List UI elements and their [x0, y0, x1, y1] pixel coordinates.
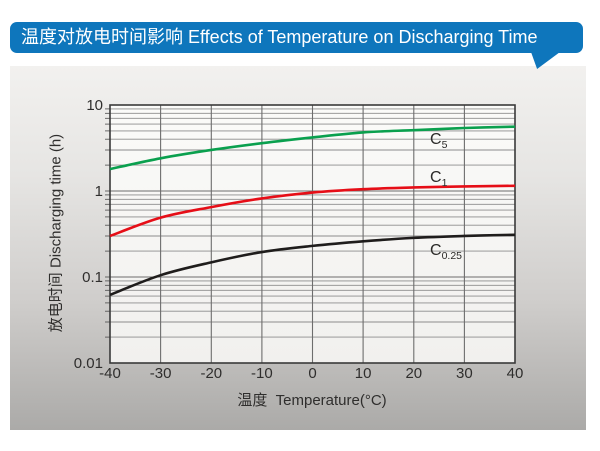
series-label-c0.25-sub: 0.25	[441, 250, 462, 263]
x-tick-label: -40	[99, 365, 121, 382]
x-tick-label: -20	[200, 365, 222, 382]
series-label-c5-main: C	[430, 131, 442, 148]
y-axis-title: 放电时间 Discharging time (h)	[47, 133, 65, 333]
series-label-c0.25-main: C	[430, 242, 442, 259]
x-tick-label: -10	[251, 365, 273, 382]
series-label-c5-sub: 5	[441, 139, 448, 152]
series-curve-c0.25	[109, 233, 516, 297]
x-axis-title: 温度 Temperature(°C)	[237, 392, 387, 409]
series-label-c5: C5	[430, 131, 447, 151]
y-tick-label: 10	[86, 97, 103, 114]
x-tick-label: 30	[456, 365, 473, 382]
x-tick-label: 0	[308, 365, 316, 382]
series-label-c1-sub: 1	[441, 177, 448, 190]
series-label-c1: C1	[430, 169, 447, 189]
y-tick-label: 1	[95, 183, 103, 200]
title-banner: 温度对放电时间影响 Effects of Temperature on Disc…	[10, 22, 583, 53]
series-label-c1-main: C	[430, 169, 442, 186]
plot-border	[109, 104, 516, 364]
y-tick-label: 0.01	[74, 355, 103, 372]
x-tick-label: 10	[355, 365, 372, 382]
x-tick-label: 40	[507, 365, 524, 382]
page-title: 温度对放电时间影响 Effects of Temperature on Disc…	[21, 27, 538, 47]
series-curve-c1	[109, 184, 516, 238]
y-tick-label: 0.1	[82, 269, 103, 286]
x-tick-label: -30	[150, 365, 172, 382]
series-curve-c5	[109, 125, 516, 171]
x-tick-label: 20	[405, 365, 422, 382]
series-label-c0.25: C0.25	[430, 242, 462, 262]
